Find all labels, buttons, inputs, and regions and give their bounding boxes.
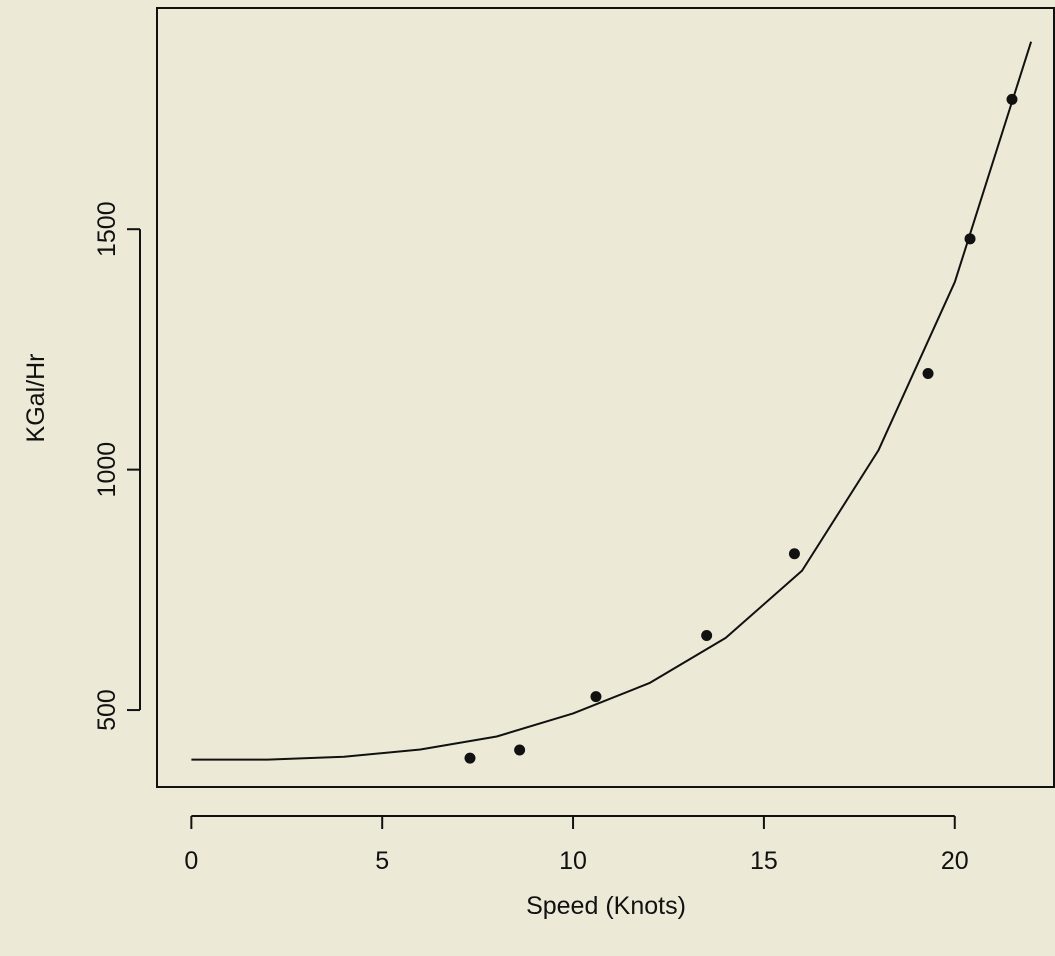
- x-tick-label: 5: [375, 847, 389, 875]
- plot-area-frame: [156, 7, 1055, 788]
- data-point: [964, 233, 976, 245]
- fitted-curve-layer: [191, 41, 1033, 761]
- x-tick-label: 0: [184, 847, 198, 875]
- x-tick-label: 20: [941, 847, 969, 875]
- y-tick-label: 500: [93, 689, 121, 731]
- x-axis-label: Speed (Knots): [526, 892, 686, 920]
- x-axis: 0 5 10 15 20: [184, 815, 969, 875]
- y-axis: 500 1000 1500: [93, 201, 141, 731]
- fitted-curve: [191, 41, 1033, 761]
- data-points-layer: [464, 93, 1018, 764]
- y-tick-label: 1500: [93, 201, 121, 257]
- data-point: [590, 691, 602, 703]
- x-tick-label: 10: [559, 847, 587, 875]
- data-point: [922, 367, 934, 379]
- y-tick-label: 1000: [93, 442, 121, 498]
- data-point: [464, 752, 476, 764]
- y-axis-label: KGal/Hr: [22, 354, 50, 443]
- data-point: [514, 744, 526, 756]
- x-tick-label: 15: [750, 847, 778, 875]
- data-point: [788, 548, 800, 560]
- data-point: [1006, 93, 1018, 105]
- data-point: [701, 630, 713, 642]
